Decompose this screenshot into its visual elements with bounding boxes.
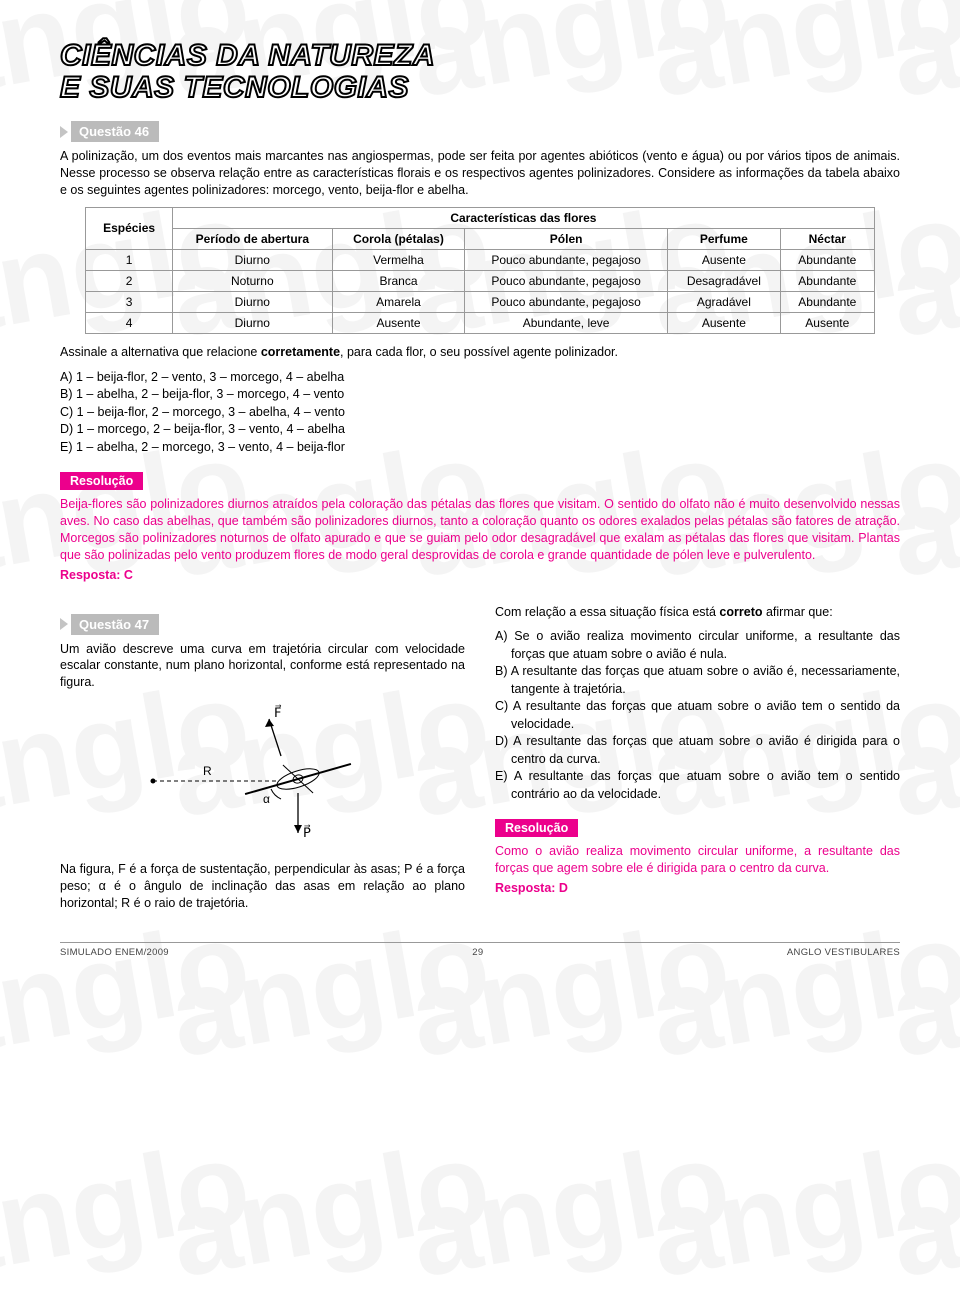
q46-resolucao: Beija-flores são polinizadores diurnos a… xyxy=(60,496,900,564)
footer-right: ANGLO VESTIBULARES xyxy=(787,947,900,958)
q46-resolucao-label: Resolução xyxy=(60,472,143,490)
q46-intro: A polinização, um dos eventos mais marca… xyxy=(60,148,900,199)
diag-P: P⃗ xyxy=(303,825,311,840)
table-cell: 4 xyxy=(86,312,173,333)
page-footer: SIMULADO ENEM/2009 29 ANGLO VESTIBULARES xyxy=(60,942,900,958)
q46-prompt: Assinale a alternativa que relacione cor… xyxy=(60,344,900,361)
table-row: 4DiurnoAusenteAbundante, leveAusenteAuse… xyxy=(86,312,875,333)
table-cell: Abundante, leve xyxy=(465,312,668,333)
diag-alpha: α xyxy=(263,792,270,806)
q46-opt-e: E) 1 – abelha, 2 – morcego, 3 – vento, 4… xyxy=(60,439,900,457)
q46-opt-a: A) 1 – beija-flor, 2 – vento, 3 – morceg… xyxy=(60,369,900,387)
table-cell: Abundante xyxy=(780,249,874,270)
col-periodo: Período de abertura xyxy=(172,228,332,249)
q47-options: A) Se o avião realiza movimento circular… xyxy=(495,628,900,803)
right-column: Com relação a essa situação física está … xyxy=(495,604,900,920)
q46-opt-c: C) 1 – beija-flor, 2 – morcego, 3 – abel… xyxy=(60,404,900,422)
q47-opt-c: C) A resultante das forças que atuam sob… xyxy=(495,698,900,733)
q46-opt-d: D) 1 – morcego, 2 – beija-flor, 3 – vent… xyxy=(60,421,900,439)
q46-resposta: Resposta: C xyxy=(60,568,900,582)
title-line-2: E SUAS TECNOLOGIAS xyxy=(60,72,900,104)
col-corola: Corola (pétalas) xyxy=(332,228,465,249)
q47-intro: Um avião descreve uma curva em trajetóri… xyxy=(60,641,465,692)
table-group-header: Características das flores xyxy=(172,207,874,228)
main-title: CIÊNCIAS DA NATUREZA E SUAS TECNOLOGIAS xyxy=(60,40,900,103)
table-cell: Pouco abundante, pegajoso xyxy=(465,249,668,270)
table-row: 3DiurnoAmarelaPouco abundante, pegajosoA… xyxy=(86,291,875,312)
table-cell: Ausente xyxy=(667,312,780,333)
table-row: 1DiurnoVermelhaPouco abundante, pegajoso… xyxy=(86,249,875,270)
table-cell: Noturno xyxy=(172,270,332,291)
footer-page-number: 29 xyxy=(169,947,787,958)
left-column: Questão 47 Um avião descreve uma curva e… xyxy=(60,604,465,920)
page-content: CIÊNCIAS DA NATUREZA E SUAS TECNOLOGIAS … xyxy=(0,0,960,988)
table-cell: Ausente xyxy=(780,312,874,333)
two-column-layout: Questão 47 Um avião descreve uma curva e… xyxy=(60,604,900,920)
q47-opt-d: D) A resultante das forças que atuam sob… xyxy=(495,733,900,768)
triangle-icon xyxy=(60,126,68,138)
q47-opt-e: E) A resultante das forças que atuam sob… xyxy=(495,768,900,803)
col-nectar: Néctar xyxy=(780,228,874,249)
airplane-diagram: R F⃗ P⃗ α xyxy=(123,701,403,851)
q47-opt-a: A) Se o avião realiza movimento circular… xyxy=(495,628,900,663)
question-47-header: Questão 47 xyxy=(60,614,465,635)
table-cell: Ausente xyxy=(332,312,465,333)
table-cell: Diurno xyxy=(172,291,332,312)
col-perfume: Perfume xyxy=(667,228,780,249)
diag-F: F⃗ xyxy=(274,705,282,720)
table-row: 2NoturnoBrancaPouco abundante, pegajosoD… xyxy=(86,270,875,291)
triangle-icon xyxy=(60,618,68,630)
q47-resolucao: Como o avião realiza movimento circular … xyxy=(495,843,900,877)
table-cell: Diurno xyxy=(172,249,332,270)
q46-options: A) 1 – beija-flor, 2 – vento, 3 – morceg… xyxy=(60,369,900,457)
table-cell: Vermelha xyxy=(332,249,465,270)
q47-opt-b: B) A resultante das forças que atuam sob… xyxy=(495,663,900,698)
table-cell: Abundante xyxy=(780,291,874,312)
table-cell: Branca xyxy=(332,270,465,291)
title-line-1: CIÊNCIAS DA NATUREZA xyxy=(60,40,900,72)
footer-left: SIMULADO ENEM/2009 xyxy=(60,947,169,958)
table-cell: Abundante xyxy=(780,270,874,291)
table-cell: 1 xyxy=(86,249,173,270)
table-cell: Amarela xyxy=(332,291,465,312)
q47-caption: Na figura, F é a força de sustentação, p… xyxy=(60,861,465,912)
table-cell: Agradável xyxy=(667,291,780,312)
table-cell: 3 xyxy=(86,291,173,312)
question-46-label: Questão 46 xyxy=(71,121,159,142)
col-especies: Espécies xyxy=(86,207,173,249)
q46-opt-b: B) 1 – abelha, 2 – beija-flor, 3 – morce… xyxy=(60,386,900,404)
table-cell: Pouco abundante, pegajoso xyxy=(465,270,668,291)
q47-prompt: Com relação a essa situação física está … xyxy=(495,604,900,621)
q47-resposta: Resposta: D xyxy=(495,881,900,895)
question-46-header: Questão 46 xyxy=(60,121,900,142)
table-cell: Diurno xyxy=(172,312,332,333)
diag-R: R xyxy=(203,764,212,778)
question-47-label: Questão 47 xyxy=(71,614,159,635)
table-cell: Desagradável xyxy=(667,270,780,291)
table-cell: Pouco abundante, pegajoso xyxy=(465,291,668,312)
table-cell: Ausente xyxy=(667,249,780,270)
flower-table: Espécies Características das flores Perí… xyxy=(85,207,875,334)
q47-resolucao-label: Resolução xyxy=(495,819,578,837)
table-cell: 2 xyxy=(86,270,173,291)
col-polen: Pólen xyxy=(465,228,668,249)
